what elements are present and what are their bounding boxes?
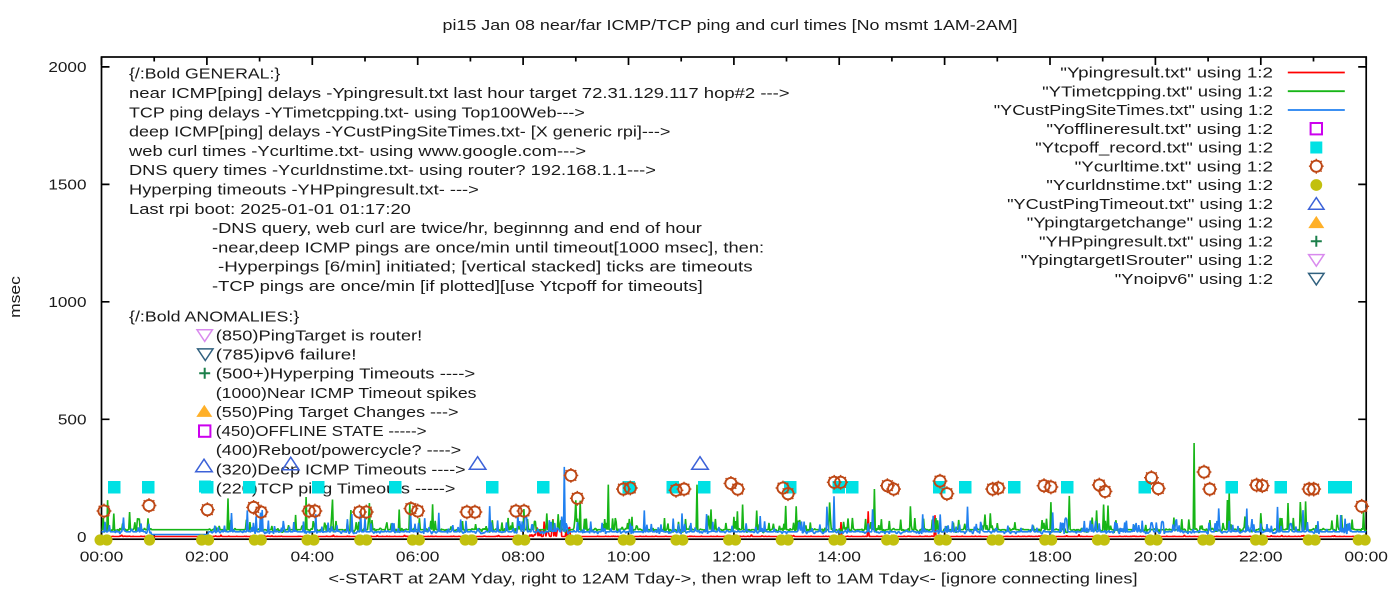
svg-text:2000: 2000 bbox=[48, 60, 86, 76]
svg-text:(785)ipv6 failure!: (785)ipv6 failure! bbox=[216, 348, 357, 364]
svg-text:18:00: 18:00 bbox=[1028, 550, 1072, 566]
svg-text:web curl times -Ycurltime.txt-: web curl times -Ycurltime.txt- using www… bbox=[128, 144, 586, 160]
svg-text:-near,deep ICMP pings are once: -near,deep ICMP pings are once/min until… bbox=[212, 240, 764, 256]
svg-text:DNS query times -Ycurldnstime.: DNS query times -Ycurldnstime.txt- using… bbox=[129, 163, 656, 179]
svg-text:"YCustPingTimeout.txt" using 1: "YCustPingTimeout.txt" using 1:2 bbox=[1007, 197, 1273, 213]
svg-text:22:00: 22:00 bbox=[1239, 550, 1283, 566]
svg-text:(1000)Near ICMP Timeout spikes: (1000)Near ICMP Timeout spikes bbox=[216, 386, 477, 402]
svg-text:(400)Reboot/powercycle? ---->: (400)Reboot/powercycle? ----> bbox=[216, 443, 461, 459]
svg-text:02:00: 02:00 bbox=[185, 550, 229, 566]
svg-text:04:00: 04:00 bbox=[291, 550, 335, 566]
svg-text:"YCustPingSiteTimes.txt" using: "YCustPingSiteTimes.txt" using 1:2 bbox=[994, 103, 1273, 119]
svg-text:1500: 1500 bbox=[48, 178, 86, 194]
svg-text:"YHPpingresult.txt" using 1:2: "YHPpingresult.txt" using 1:2 bbox=[1039, 234, 1273, 250]
svg-text:-Hyperpings [6/min] initiated;: -Hyperpings [6/min] initiated; [vertical… bbox=[218, 260, 753, 276]
svg-text:Hyperping timeouts -YHPpingres: Hyperping timeouts -YHPpingresult.txt- -… bbox=[129, 183, 479, 199]
svg-text:-DNS query, web curl are twice: -DNS query, web curl are twice/hr, begin… bbox=[212, 221, 702, 237]
svg-text:(850)PingTarget is router!: (850)PingTarget is router! bbox=[216, 328, 422, 344]
svg-text:"YpingtargetISrouter" using 1:: "YpingtargetISrouter" using 1:2 bbox=[1021, 253, 1273, 269]
svg-text:TCP ping delays -YTimetcpping.: TCP ping delays -YTimetcpping.txt- using… bbox=[129, 105, 585, 121]
svg-text:16:00: 16:00 bbox=[923, 550, 967, 566]
svg-text:"Ytcpoff_record.txt" using 1:2: "Ytcpoff_record.txt" using 1:2 bbox=[1035, 141, 1273, 157]
svg-text:{/:Bold ANOMALIES:}: {/:Bold ANOMALIES:} bbox=[129, 309, 299, 325]
svg-text:(550)Ping Target Changes --->: (550)Ping Target Changes ---> bbox=[216, 405, 459, 421]
svg-text:00:00: 00:00 bbox=[80, 550, 124, 566]
svg-text:{/:Bold GENERAL:}: {/:Bold GENERAL:} bbox=[129, 67, 280, 83]
svg-text:"Yofflineresult.txt" using 1:2: "Yofflineresult.txt" using 1:2 bbox=[1046, 122, 1273, 138]
svg-text:-TCP pings are once/min [if pl: -TCP pings are once/min [if plotted][use… bbox=[212, 279, 703, 295]
svg-text:1000: 1000 bbox=[48, 295, 86, 311]
svg-text:500: 500 bbox=[58, 413, 87, 429]
svg-text:0: 0 bbox=[77, 530, 87, 546]
svg-text:pi15 Jan 08 near/far ICMP/TCP: pi15 Jan 08 near/far ICMP/TCP ping and c… bbox=[443, 17, 1018, 34]
svg-text:"YTimetcpping.txt" using 1:2: "YTimetcpping.txt" using 1:2 bbox=[1042, 85, 1273, 101]
svg-text:Last rpi boot: 2025-01-01 01:1: Last rpi boot: 2025-01-01 01:17:20 bbox=[129, 202, 411, 218]
svg-text:06:00: 06:00 bbox=[396, 550, 440, 566]
svg-text:near ICMP[ping] delays -Ypingr: near ICMP[ping] delays -Ypingresult.txt … bbox=[129, 86, 790, 102]
svg-text:10:00: 10:00 bbox=[607, 550, 651, 566]
svg-text:deep ICMP[ping] delays -YCustP: deep ICMP[ping] delays -YCustPingSiteTim… bbox=[129, 125, 670, 141]
svg-text:"Ynoipv6" using 1:2: "Ynoipv6" using 1:2 bbox=[1115, 272, 1273, 288]
svg-text:12:00: 12:00 bbox=[712, 550, 756, 566]
svg-text:"Ypingresult.txt" using 1:2: "Ypingresult.txt" using 1:2 bbox=[1060, 66, 1273, 82]
svg-text:msec: msec bbox=[8, 276, 24, 318]
svg-text:(500+)Hyperping Timeouts ---->: (500+)Hyperping Timeouts ----> bbox=[216, 367, 475, 383]
svg-text:00:00: 00:00 bbox=[1344, 550, 1388, 566]
svg-text:"Ycurldnstime.txt" using 1:2: "Ycurldnstime.txt" using 1:2 bbox=[1046, 178, 1273, 194]
svg-text:08:00: 08:00 bbox=[501, 550, 545, 566]
svg-text:(320)Deep ICMP Timeouts ---->: (320)Deep ICMP Timeouts ----> bbox=[216, 462, 466, 478]
svg-text:(450)OFFLINE STATE ----->: (450)OFFLINE STATE -----> bbox=[216, 424, 427, 440]
svg-text:"Ypingtargetchange" using 1:2: "Ypingtargetchange" using 1:2 bbox=[1027, 216, 1273, 232]
svg-text:"Ycurltime.txt" using 1:2: "Ycurltime.txt" using 1:2 bbox=[1075, 159, 1273, 175]
svg-text:14:00: 14:00 bbox=[817, 550, 861, 566]
svg-text:<-START at 2AM Yday, right to: <-START at 2AM Yday, right to 12AM Tday-… bbox=[328, 572, 1137, 588]
svg-text:20:00: 20:00 bbox=[1134, 550, 1178, 566]
